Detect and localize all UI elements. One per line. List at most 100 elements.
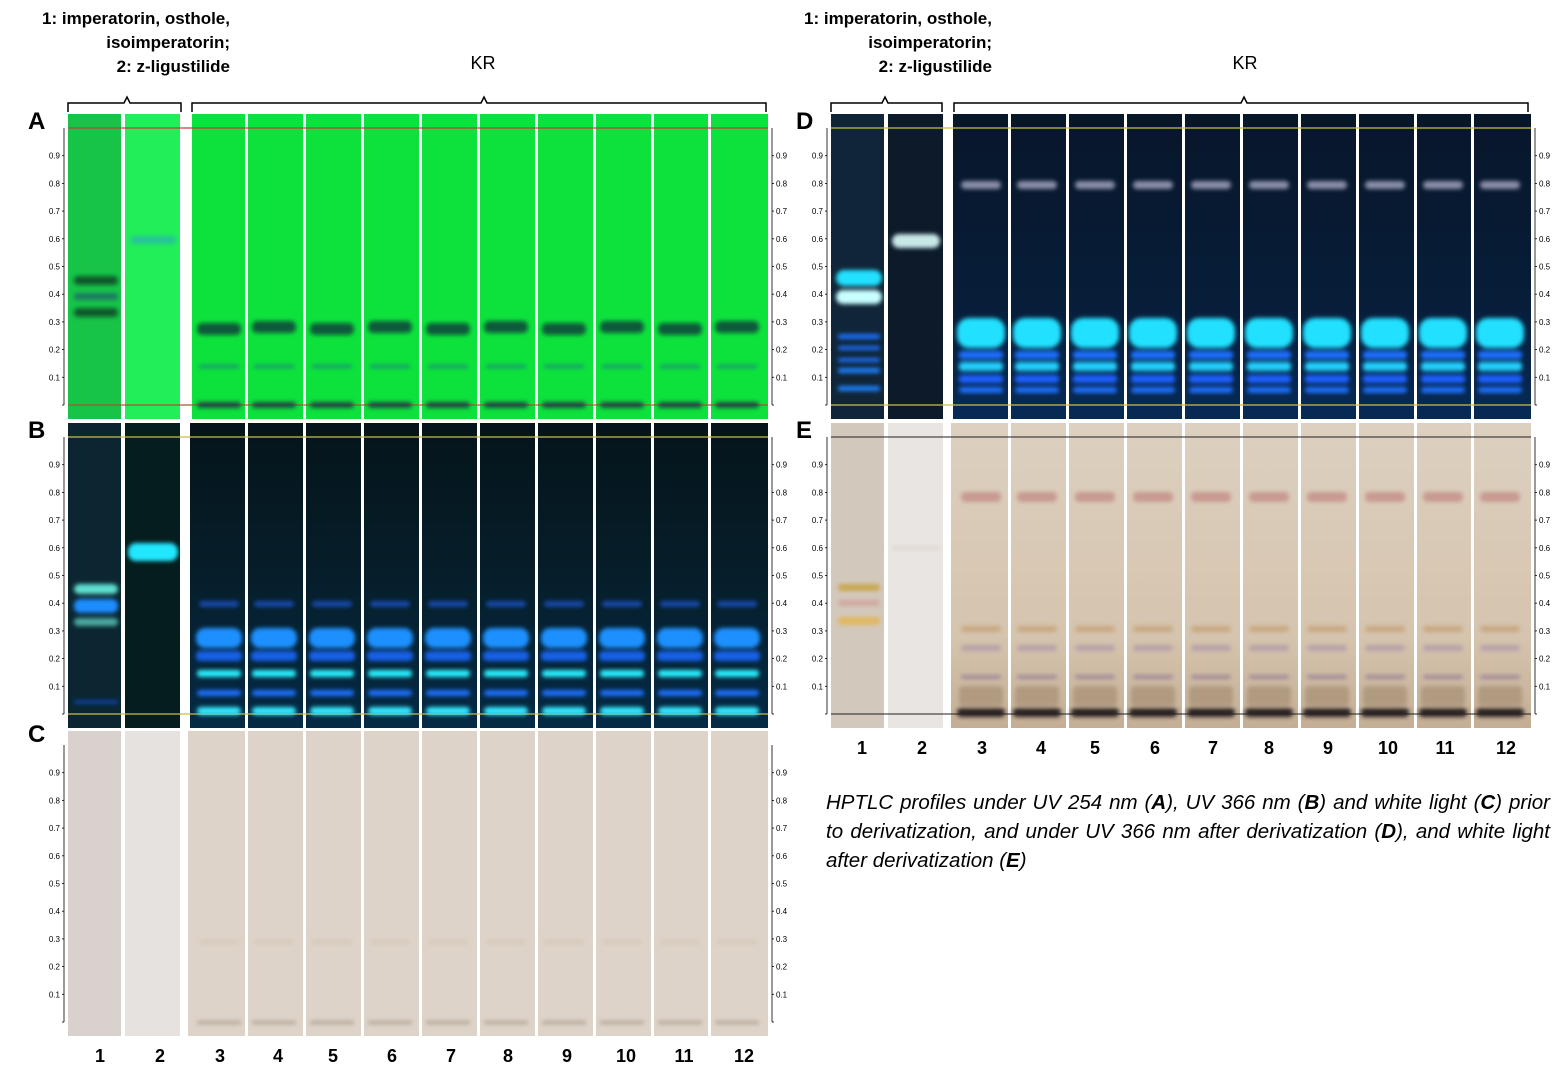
rf-tick-label: 0.5 — [776, 263, 788, 272]
rf-tick-label: 0.8 — [49, 796, 61, 805]
rf-tick-label: 0.7 — [812, 207, 824, 216]
rf-tick-label: 0.2 — [812, 346, 824, 355]
rf-tick-label: 0.2 — [776, 346, 788, 355]
lane-number-3: 3 — [214, 1046, 225, 1066]
rf-tick-label: 0.2 — [1539, 346, 1551, 355]
lane-number-2: 2 — [916, 738, 927, 758]
plate-c-white-light — [68, 731, 768, 1036]
rf-tick-label: 0.6 — [49, 544, 61, 553]
panel-letter-b: B — [28, 417, 46, 444]
lane-number-11: 11 — [674, 1046, 694, 1066]
lane-number-11: 11 — [1435, 738, 1455, 758]
rf-tick-label: 0.3 — [49, 935, 61, 944]
plate-a-uv254 — [68, 114, 768, 419]
rf-tick-label: 0.6 — [1539, 544, 1551, 553]
lane-number-7: 7 — [445, 1046, 456, 1066]
rf-tick-label: 0.2 — [776, 963, 788, 972]
rf-tick-label: 0.8 — [1539, 488, 1551, 497]
rf-tick-label: 0.4 — [812, 599, 824, 608]
rf-tick-label: 0.1 — [776, 682, 788, 691]
lane-number-7: 7 — [1207, 738, 1218, 758]
bracket-standards-right — [830, 95, 943, 112]
rf-tick-label: 0.7 — [776, 207, 788, 216]
lane-number-8: 8 — [1263, 738, 1274, 758]
rf-tick-label: 0.9 — [1539, 152, 1551, 161]
rf-tick-label: 0.7 — [776, 824, 788, 833]
rf-tick-label: 0.4 — [776, 599, 788, 608]
rf-tick-label: 0.6 — [49, 235, 61, 244]
lane-number-6: 6 — [1149, 738, 1160, 758]
panel-letter-d: D — [796, 108, 814, 135]
lane-number-3: 3 — [976, 738, 987, 758]
lane-number-9: 9 — [1322, 738, 1333, 758]
rf-tick-label: 0.5 — [812, 263, 824, 272]
lane-number-4: 4 — [1035, 738, 1046, 758]
lane-number-10: 10 — [1377, 738, 1399, 758]
rf-tick-label: 0.5 — [776, 880, 788, 889]
rf-tick-label: 0.5 — [776, 572, 788, 581]
rf-tick-label: 0.8 — [49, 179, 61, 188]
plate-d-uv366-derivatized — [831, 114, 1531, 419]
rf-tick-label: 0.2 — [49, 963, 61, 972]
rf-tick-label: 0.9 — [49, 152, 61, 161]
rf-tick-label: 0.9 — [776, 152, 788, 161]
rf-tick-label: 0.4 — [49, 290, 61, 299]
rf-tick-label: 0.9 — [812, 152, 824, 161]
rf-tick-label: 0.7 — [812, 516, 824, 525]
rf-tick-label: 0.1 — [812, 373, 824, 382]
panel-letter-a: A — [28, 108, 46, 135]
lane-number-10: 10 — [615, 1046, 637, 1066]
rf-tick-label: 0.3 — [812, 627, 824, 636]
lane-number-5: 5 — [1089, 738, 1100, 758]
rf-tick-label: 0.6 — [812, 235, 824, 244]
rf-tick-label: 0.2 — [49, 346, 61, 355]
rf-tick-label: 0.6 — [812, 544, 824, 553]
rf-tick-label: 0.3 — [49, 318, 61, 327]
rf-tick-label: 0.4 — [1539, 290, 1551, 299]
plate-e-white-derivatized — [831, 423, 1531, 728]
kr-group-label-right: KR — [1232, 53, 1258, 73]
lane-number-1: 1 — [856, 738, 867, 758]
rf-tick-label: 0.2 — [1539, 655, 1551, 664]
lane-number-5: 5 — [327, 1046, 338, 1066]
rf-tick-label: 0.5 — [812, 572, 824, 581]
rf-tick-label: 0.8 — [776, 796, 788, 805]
rf-tick-label: 0.3 — [812, 318, 824, 327]
kr-group-label-left: KR — [470, 53, 496, 73]
rf-tick-label: 0.4 — [776, 907, 788, 916]
rf-tick-label: 0.1 — [1539, 373, 1551, 382]
rf-tick-label: 0.9 — [1539, 461, 1551, 470]
rf-tick-label: 0.7 — [49, 824, 61, 833]
rf-tick-label: 0.5 — [1539, 572, 1551, 581]
panel-letter-e: E — [796, 417, 813, 444]
rf-tick-label: 0.3 — [776, 318, 788, 327]
rf-tick-label: 0.7 — [776, 516, 788, 525]
rf-tick-label: 0.4 — [49, 907, 61, 916]
rf-tick-label: 0.5 — [1539, 263, 1551, 272]
lane-number-4: 4 — [272, 1046, 283, 1066]
lane-number-12: 12 — [1495, 738, 1517, 758]
figure-caption: HPTLC profiles under UV 254 nm (A), UV 3… — [826, 791, 1550, 872]
rf-tick-label: 0.6 — [776, 852, 788, 861]
rf-tick-label: 0.3 — [1539, 627, 1551, 636]
rf-tick-label: 0.3 — [49, 627, 61, 636]
rf-tick-label: 0.8 — [776, 488, 788, 497]
rf-tick-label: 0.3 — [1539, 318, 1551, 327]
rf-tick-label: 0.3 — [776, 627, 788, 636]
rf-tick-label: 0.8 — [776, 179, 788, 188]
rf-tick-label: 0.3 — [776, 935, 788, 944]
rf-tick-label: 0.4 — [1539, 599, 1551, 608]
rf-tick-label: 0.8 — [812, 179, 824, 188]
rf-tick-label: 0.9 — [812, 461, 824, 470]
rf-tick-label: 0.1 — [1539, 682, 1551, 691]
standards-legend-right: 1: imperatorin, osthole, isoimperatorin;… — [804, 9, 992, 76]
rf-tick-label: 0.9 — [49, 769, 61, 778]
standards-legend-left: 1: imperatorin, osthole, isoimperatorin;… — [42, 9, 230, 76]
rf-tick-label: 0.7 — [49, 516, 61, 525]
rf-tick-label: 0.4 — [812, 290, 824, 299]
rf-tick-label: 0.1 — [776, 990, 788, 999]
rf-tick-label: 0.1 — [812, 682, 824, 691]
rf-tick-label: 0.9 — [776, 461, 788, 470]
rf-tick-label: 0.1 — [49, 990, 61, 999]
